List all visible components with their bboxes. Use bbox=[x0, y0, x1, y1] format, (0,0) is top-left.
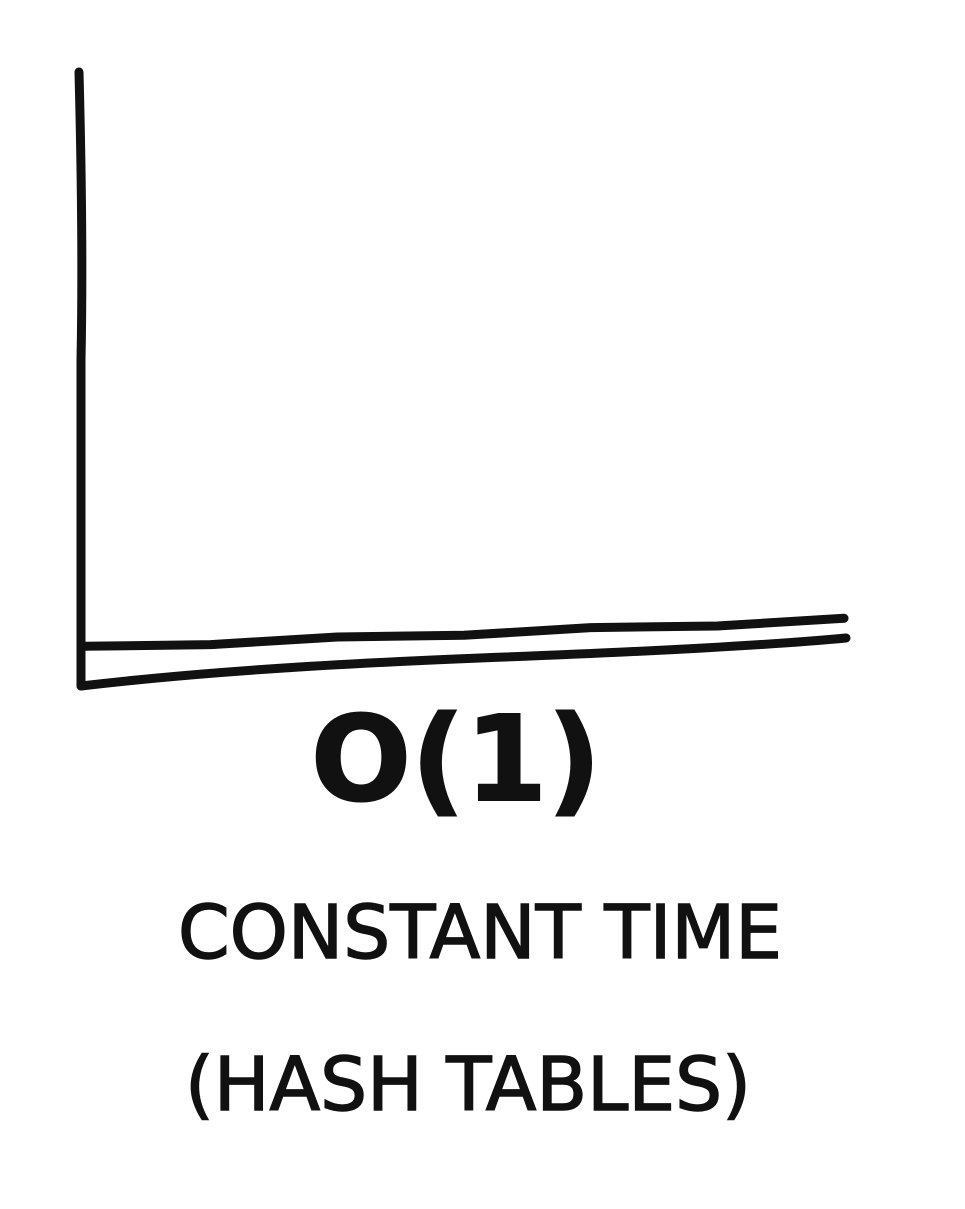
x-axis bbox=[76, 633, 851, 691]
subcaption-label: (HASH TABLES) bbox=[185, 1042, 751, 1128]
series-line-0 bbox=[79, 613, 849, 651]
series-layer bbox=[79, 613, 849, 651]
notation-label: O(1) bbox=[311, 690, 601, 828]
caption-label: CONSTANT TIME bbox=[178, 890, 782, 976]
axes bbox=[74, 67, 851, 691]
y-axis bbox=[74, 67, 87, 691]
